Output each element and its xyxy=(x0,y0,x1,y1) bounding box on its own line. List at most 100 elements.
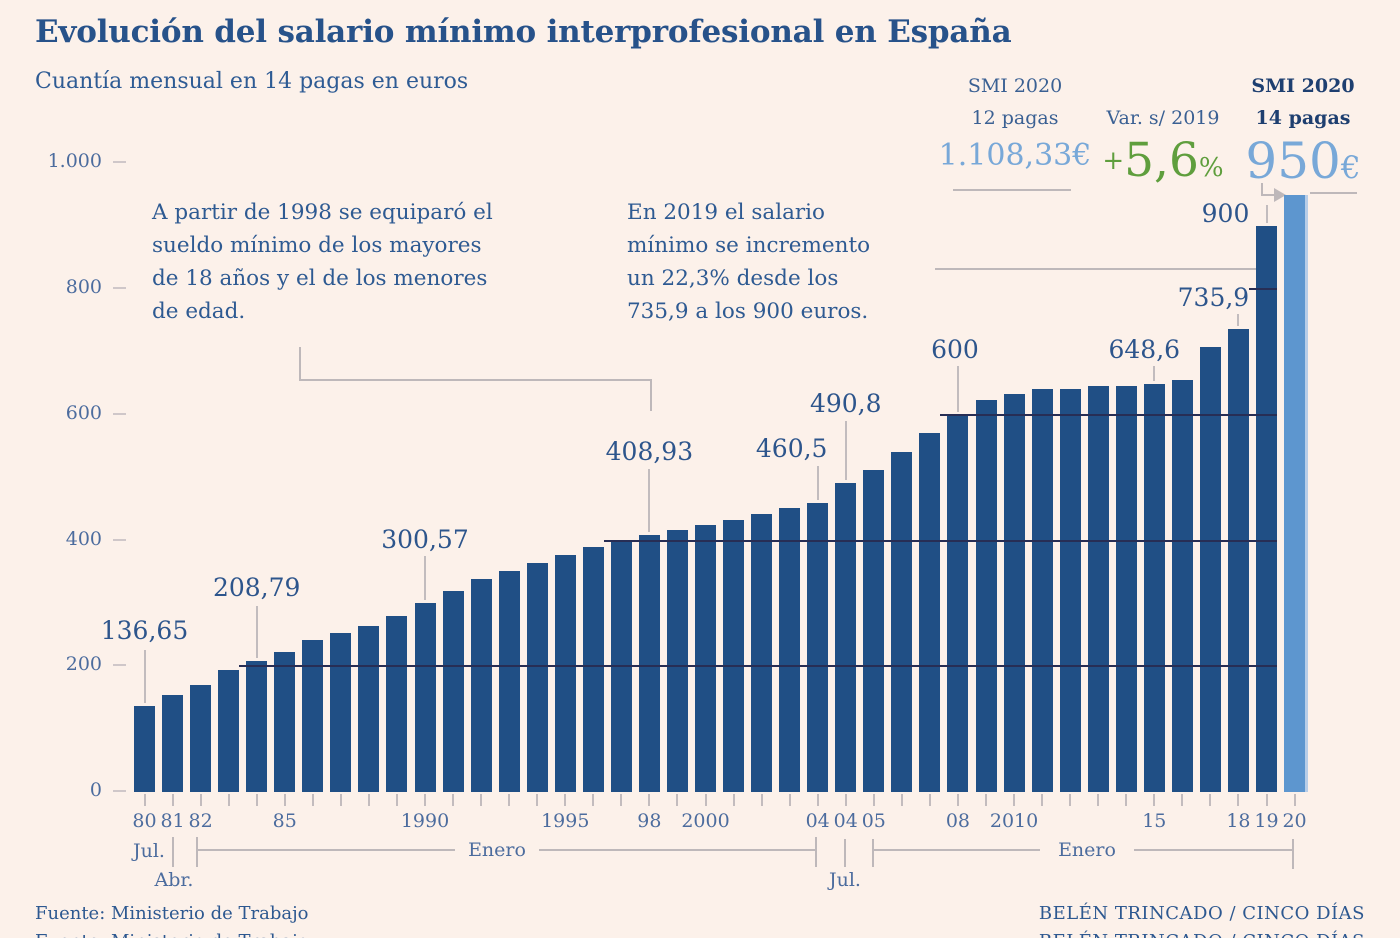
x-axis-tick xyxy=(1125,794,1128,806)
bar xyxy=(919,433,941,792)
callout-connector-line xyxy=(1153,366,1156,382)
x-axis-label: 2010 xyxy=(989,810,1039,832)
x-axis-tick xyxy=(171,794,174,806)
x-axis-label: 18 xyxy=(1226,810,1251,832)
bar xyxy=(1256,226,1277,792)
x-axis-tick xyxy=(564,794,567,806)
stat-smi14-value: 950€ xyxy=(1218,136,1388,193)
x-axis-tick xyxy=(143,794,146,806)
bracket-enero2-line-right xyxy=(1134,849,1293,851)
bracket-enero1-line-right xyxy=(539,849,816,851)
y-axis-tick xyxy=(113,412,126,415)
bar xyxy=(1003,393,1025,792)
bar-value-label: 208,79 xyxy=(212,573,301,602)
x-axis-tick xyxy=(872,794,875,806)
gridline-400 xyxy=(603,539,1277,542)
credit-note-clipped: BELÉN TRINCADO / CINCO DÍAS xyxy=(1039,931,1365,938)
x-axis-tick xyxy=(1041,794,1044,806)
callout-connector-line xyxy=(1237,314,1240,327)
bar-value-label: 408,93 xyxy=(605,437,694,466)
bar-value-label: 900 xyxy=(1201,199,1250,228)
x-axis-tick xyxy=(760,794,763,806)
x-axis-tick xyxy=(255,794,258,806)
bar xyxy=(891,451,913,792)
bar xyxy=(1031,388,1053,792)
bar xyxy=(751,514,773,792)
bar xyxy=(835,483,857,792)
callout-connector-line xyxy=(816,466,819,500)
x-axis-tick xyxy=(732,794,735,806)
bar-value-label: 490,8 xyxy=(809,389,882,418)
y-axis-label: 800 xyxy=(65,276,102,299)
percent-sign: % xyxy=(1198,153,1224,183)
bar-2020-highlight xyxy=(1284,194,1306,792)
x-axis-tick xyxy=(508,794,511,806)
jul04-marker-line xyxy=(844,839,846,867)
annotation-incremento: En 2019 el salario mínimo se incremento … xyxy=(627,200,871,324)
bracket-enero2-stub-right xyxy=(1292,839,1294,869)
bar xyxy=(190,684,212,792)
y-axis-label: 0 xyxy=(89,779,102,801)
bar xyxy=(526,563,548,792)
period-jul-2004: Jul. xyxy=(829,869,861,891)
page-subtitle: Cuantía mensual en 14 pagas en euros xyxy=(35,69,469,94)
x-axis-tick xyxy=(227,794,230,806)
x-axis-tick xyxy=(928,794,931,806)
x-axis-label: 15 xyxy=(1142,810,1167,832)
x-axis-label: 81 xyxy=(160,810,185,832)
arrow-stem-vertical xyxy=(1261,183,1263,196)
bar xyxy=(723,519,745,792)
x-axis-tick xyxy=(1097,794,1100,806)
callout-connector-line xyxy=(956,366,959,412)
bar-value-label: 600 xyxy=(931,335,979,364)
bar xyxy=(1059,388,1081,792)
bar-value-label: 460,5 xyxy=(755,434,828,463)
x-axis-tick xyxy=(704,794,707,806)
x-axis-tick xyxy=(1265,794,1268,806)
stat-smi14-line1: SMI 2020 xyxy=(1251,75,1355,97)
x-axis-tick xyxy=(1209,794,1212,806)
bar xyxy=(246,660,268,792)
callout-connector-line xyxy=(844,421,847,481)
bracket-enero1-line-left xyxy=(197,849,455,851)
x-axis-tick xyxy=(648,794,651,806)
x-axis-tick xyxy=(620,794,623,806)
annotation2-leader-line xyxy=(935,268,1256,270)
x-axis-tick xyxy=(985,794,987,806)
bar xyxy=(975,399,997,792)
x-axis-label: 2000 xyxy=(681,810,730,832)
y-axis-tick xyxy=(113,287,126,290)
arrow-stem-horizontal xyxy=(1261,194,1277,196)
callout-connector-line xyxy=(255,606,258,658)
stat-smi-14-pagas: SMI 2020 14 pagas 950€ xyxy=(1218,70,1388,193)
variation-number: 5,6 xyxy=(1124,133,1199,188)
bar xyxy=(274,651,296,792)
x-axis-tick xyxy=(424,794,426,806)
stat-variation: Var. s/ 2019 +5,6% xyxy=(1078,102,1248,192)
stat-smi-12-pagas: SMI 2020 12 pagas 1.108,33€ xyxy=(930,70,1100,172)
bar-value-label: 136,65 xyxy=(100,616,189,645)
bar xyxy=(947,414,969,792)
x-axis-tick xyxy=(311,794,314,806)
bar xyxy=(414,603,436,792)
bar xyxy=(1115,386,1137,792)
bar xyxy=(498,570,520,792)
x-axis-tick xyxy=(1181,794,1184,806)
x-axis-tick xyxy=(283,794,286,806)
y-axis-tick xyxy=(113,664,126,667)
stat-smi12-line1: SMI 2020 xyxy=(967,75,1063,97)
bar xyxy=(302,640,324,792)
y-axis-tick xyxy=(113,538,126,541)
bar xyxy=(134,706,155,792)
bar xyxy=(358,625,380,792)
x-axis-tick xyxy=(1293,794,1296,806)
bar-value-label: 735,9 xyxy=(1177,283,1250,312)
page-title: Evolución del salario mínimo interprofes… xyxy=(35,14,1012,50)
bracket1-vertical-left xyxy=(299,347,301,380)
abr-marker-line xyxy=(172,837,174,867)
bracket-enero2-line-left xyxy=(873,849,1040,851)
annotation-equiparacion: A partir de 1998 se equiparó el sueldo m… xyxy=(152,200,493,324)
bar xyxy=(470,579,492,792)
bar-value-label: 300,57 xyxy=(381,525,469,554)
